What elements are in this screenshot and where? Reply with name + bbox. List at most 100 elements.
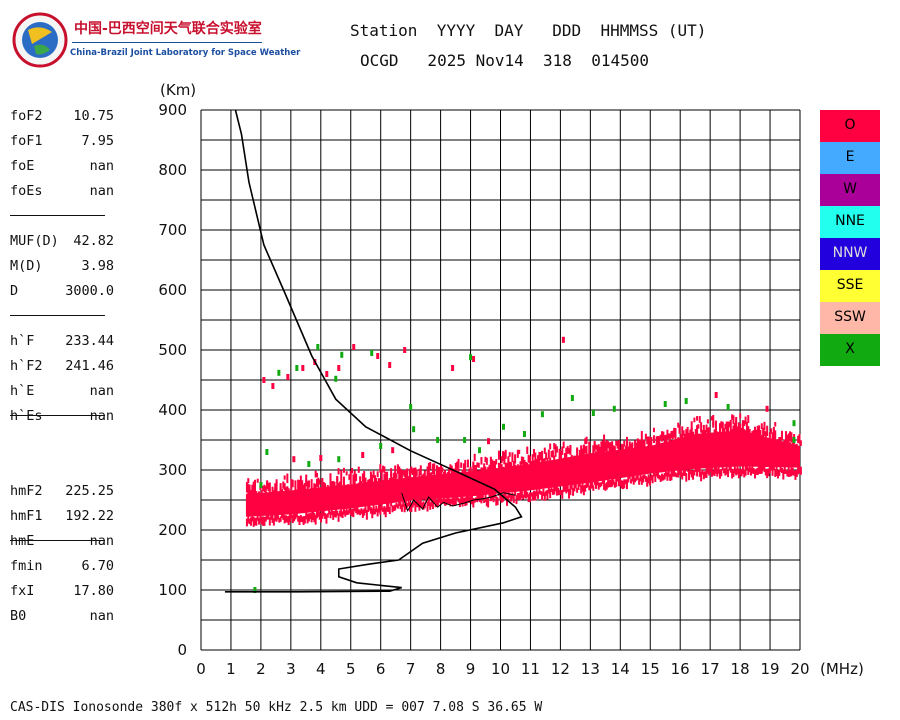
o-trace-speckle — [599, 446, 602, 452]
o-trace-speckle — [371, 474, 374, 484]
x-tick-label: 15 — [641, 660, 660, 678]
o-trace-speckle — [735, 468, 738, 476]
o-trace-speckle — [282, 514, 285, 520]
o-trace-speckle — [589, 481, 592, 489]
o-trace-speckle — [514, 454, 517, 464]
param-name: hmE — [10, 533, 35, 549]
o-trace-speckle — [387, 502, 390, 513]
o-trace-speckle — [301, 480, 304, 490]
o-trace-speckle — [276, 513, 279, 520]
o-trace-speckle — [357, 466, 360, 473]
o-trace-speckle — [696, 416, 699, 421]
x-tick-label: 11 — [521, 660, 540, 678]
o-trace-speckle — [347, 484, 350, 492]
o-trace-speckle — [411, 468, 414, 476]
o-trace-speckle — [607, 479, 610, 488]
o-trace-speckle — [437, 466, 440, 477]
o-trace-speckle — [709, 432, 712, 446]
o-trace-speckle — [717, 432, 720, 439]
o-trace-speckle — [488, 464, 491, 474]
o-trace-speckle — [654, 445, 657, 459]
o-trace-point — [262, 377, 266, 383]
o-trace-speckle — [698, 468, 701, 477]
y-tick-label: 0 — [177, 641, 187, 659]
o-trace-speckle — [324, 483, 327, 492]
param-value: 3000.0 — [65, 283, 114, 299]
o-trace-speckle — [278, 517, 281, 523]
o-trace-speckle — [392, 472, 395, 483]
o-trace-speckle — [271, 514, 274, 523]
o-trace-point — [271, 383, 275, 389]
o-trace-speckle — [440, 469, 443, 481]
o-trace-speckle — [460, 472, 463, 482]
o-trace-speckle — [704, 429, 707, 442]
o-trace-speckle — [375, 505, 378, 513]
o-trace-speckle — [249, 517, 252, 526]
o-trace-speckle — [737, 468, 740, 479]
o-trace-speckle — [391, 477, 394, 487]
o-trace-speckle — [528, 492, 531, 503]
o-trace-speckle — [772, 433, 775, 446]
o-trace-speckle — [309, 513, 312, 520]
legend-item-nne: NNE — [820, 206, 880, 238]
o-trace-speckle — [369, 471, 372, 484]
o-trace-speckle — [321, 510, 324, 519]
o-trace-speckle — [767, 438, 770, 452]
o-trace-speckle — [398, 470, 401, 483]
o-trace-speckle — [756, 425, 759, 439]
o-trace-speckle — [601, 440, 604, 451]
o-trace-speckle — [434, 474, 437, 485]
o-trace-speckle — [418, 468, 421, 478]
o-trace-speckle — [523, 459, 526, 468]
o-trace-speckle — [574, 455, 577, 463]
o-trace-speckle — [623, 440, 626, 447]
o-trace-speckle — [566, 446, 569, 454]
param-value: 192.22 — [65, 508, 114, 524]
o-trace-speckle — [530, 461, 533, 467]
x-trace-point — [463, 437, 467, 443]
o-trace-speckle — [681, 426, 684, 439]
o-trace-point — [292, 456, 296, 463]
o-trace-speckle — [363, 471, 366, 484]
param-name: hmF2 — [10, 483, 43, 499]
o-trace-speckle — [652, 435, 655, 444]
o-trace-speckle — [565, 447, 568, 453]
o-trace-speckle — [375, 477, 378, 485]
o-trace-speckle — [254, 518, 257, 526]
o-trace-speckle — [515, 466, 518, 472]
o-trace-speckle — [619, 450, 622, 462]
o-trace-speckle — [442, 496, 445, 504]
o-trace-speckle — [793, 470, 796, 476]
o-trace-speckle — [279, 486, 282, 499]
o-trace-speckle — [372, 470, 375, 478]
o-trace-speckle — [712, 414, 715, 425]
y-axis-label: (Km) — [160, 81, 196, 99]
o-trace-point — [325, 371, 329, 377]
o-trace-speckle — [588, 485, 591, 491]
o-trace-speckle — [692, 470, 695, 480]
o-trace-speckle — [679, 434, 682, 445]
o-trace-speckle — [407, 499, 410, 507]
o-trace-speckle — [727, 469, 730, 478]
o-trace-point — [337, 365, 341, 371]
o-trace-speckle — [697, 434, 700, 446]
o-trace-speckle — [723, 468, 726, 474]
o-trace-speckle — [582, 444, 585, 452]
o-trace-speckle — [258, 518, 261, 525]
o-trace-speckle — [766, 425, 769, 437]
param-value: nan — [89, 183, 114, 199]
o-trace-speckle — [326, 485, 329, 498]
o-trace-speckle — [531, 492, 534, 501]
o-trace-speckle — [426, 501, 429, 512]
o-trace-speckle — [693, 435, 696, 444]
o-trace-speckle — [561, 446, 564, 455]
o-trace-speckle — [694, 429, 697, 440]
o-trace-speckle — [475, 464, 478, 472]
o-trace-speckle — [392, 505, 395, 511]
o-trace-speckle — [774, 430, 777, 441]
o-trace-speckle — [469, 466, 472, 474]
o-trace-speckle — [786, 470, 789, 477]
param-row-hmf2: hmF2 225.25 — [10, 483, 120, 503]
o-trace-speckle — [322, 510, 325, 517]
o-trace-speckle — [608, 442, 611, 452]
